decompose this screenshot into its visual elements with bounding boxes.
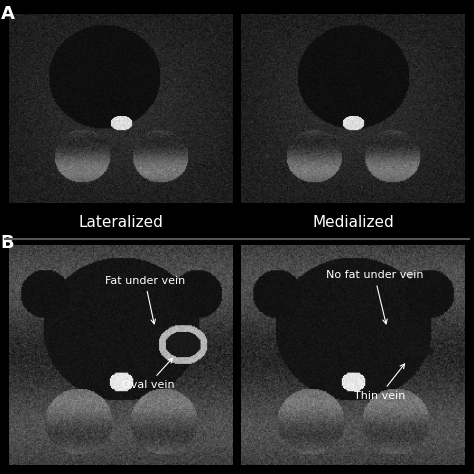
Text: No fat under vein: No fat under vein [326, 270, 423, 324]
Text: Medialized: Medialized [312, 215, 394, 230]
Text: B: B [0, 234, 14, 252]
Text: Thin vein: Thin vein [354, 364, 405, 401]
Text: Lateralized: Lateralized [79, 215, 164, 230]
Text: Fat under vein: Fat under vein [105, 276, 185, 324]
Text: Oval vein: Oval vein [121, 358, 174, 390]
Text: A: A [0, 5, 14, 23]
